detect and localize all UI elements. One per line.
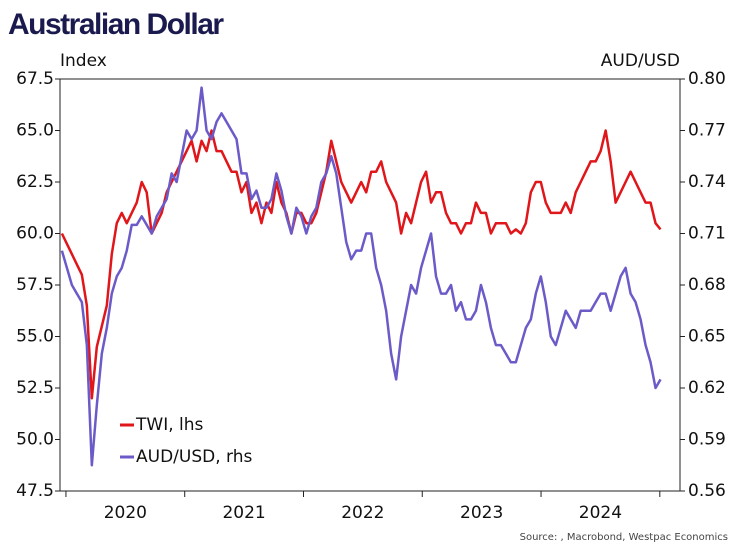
y-tick-label: 67.5: [16, 69, 54, 89]
y2-tick-label: 0.68: [688, 275, 726, 295]
source: Source: , Macrobond, Westpac Economics: [520, 532, 728, 543]
y-tick-label: 62.5: [16, 172, 54, 192]
y2-tick-label: 0.59: [688, 430, 726, 450]
chart-title: Australian Dollar: [8, 8, 224, 41]
legend-label: AUD/USD, rhs: [136, 447, 252, 467]
y-tick-label: 50.0: [16, 430, 54, 450]
y2-tick-label: 0.80: [688, 69, 726, 89]
series-line: [60, 86, 662, 467]
y2-tick-label: 0.77: [688, 121, 726, 141]
y-axis-title: Index: [60, 51, 107, 71]
series-line: [60, 129, 662, 400]
y-tick-label: 52.5: [16, 378, 54, 398]
y2-axis-title: AUD/USD: [601, 51, 680, 71]
x-tick-label: 2024: [579, 503, 622, 523]
y2-tick-label: 0.62: [688, 378, 726, 398]
y2-tick-label: 0.65: [688, 327, 726, 347]
y-tick-label: 65.0: [16, 121, 54, 141]
y2-tick-label: 0.56: [688, 481, 726, 501]
y-tick-label: 55.0: [16, 327, 54, 347]
x-tick-label: 2020: [104, 503, 147, 523]
y-tick-label: 60.0: [16, 224, 54, 244]
legend-label: TWI, lhs: [135, 415, 204, 435]
y2-tick-label: 0.74: [688, 172, 726, 192]
x-tick-label: 2022: [341, 503, 384, 523]
x-tick-label: 2021: [222, 503, 265, 523]
y-tick-label: 47.5: [16, 481, 54, 501]
y2-tick-label: 0.71: [688, 224, 726, 244]
y-tick-label: 57.5: [16, 275, 54, 295]
x-tick-label: 2023: [460, 503, 503, 523]
